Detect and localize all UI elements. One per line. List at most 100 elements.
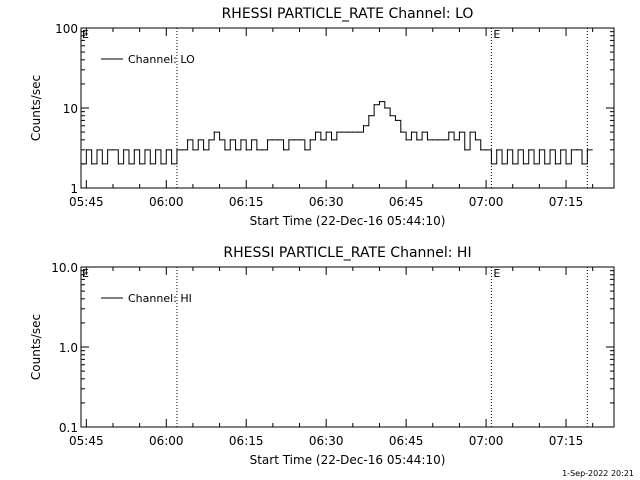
panel-1-data-point bbox=[256, 149, 258, 151]
panel-2-x-tick-label-4: 06:45 bbox=[389, 434, 424, 448]
panel-1-data-point bbox=[485, 149, 487, 151]
panel-1-data-point bbox=[197, 139, 199, 141]
panel-1-data-point bbox=[469, 131, 471, 133]
panel-1-data-point bbox=[144, 149, 146, 151]
panel-1-data-point bbox=[464, 149, 466, 151]
panel-1-data-point bbox=[336, 131, 338, 133]
panel-1-x-axis-label: Start Time (22-Dec-16 05:44:10) bbox=[250, 214, 446, 228]
panel-1-data-point bbox=[218, 139, 221, 141]
panel-1-data-point bbox=[405, 139, 407, 141]
panel-1-data-point bbox=[384, 107, 386, 109]
panel-1-data-point bbox=[586, 149, 588, 151]
footer-timestamp: 1-Sep-2022 20:21 bbox=[562, 469, 634, 478]
panel-1-data-point bbox=[437, 139, 439, 141]
panel-1-legend-label: Channel: LO bbox=[128, 53, 195, 66]
panel-1-x-tick-label-2: 06:15 bbox=[229, 195, 264, 209]
panel-1-data-point bbox=[80, 163, 82, 165]
panel-1-data-point bbox=[117, 163, 119, 165]
panel-1-data-point bbox=[480, 149, 482, 151]
panel-2-x-tick-label-1: 06:00 bbox=[149, 434, 184, 448]
panel-2-x-tick-label-2: 06:15 bbox=[229, 434, 264, 448]
panel-1-x-tick-label-4: 06:45 bbox=[389, 195, 424, 209]
panel-1-data-point bbox=[501, 163, 503, 165]
panel-1-data-point bbox=[432, 139, 434, 141]
panel-1-data-point bbox=[458, 131, 461, 133]
panel-2-x-tick-label-3: 06:30 bbox=[309, 434, 344, 448]
panel-1-data-point bbox=[565, 163, 567, 165]
panel-1-data-point bbox=[389, 115, 391, 117]
panel-1-data-point bbox=[160, 163, 162, 165]
panel-1-data-point bbox=[288, 139, 290, 141]
panel-1-data-point bbox=[298, 139, 301, 141]
panel-1-data-point bbox=[208, 139, 210, 141]
panel-1-data-point bbox=[560, 149, 562, 151]
panel-2-plot-frame bbox=[80, 266, 615, 428]
panel-2-legend-label: Channel: HI bbox=[128, 292, 192, 305]
panel-1-data-point bbox=[576, 149, 578, 151]
panel-1-data-point bbox=[506, 149, 508, 151]
panel-1-data-point bbox=[112, 149, 114, 151]
panel-2-left-marker-label: E bbox=[82, 267, 89, 280]
panel-1-data-point bbox=[240, 139, 242, 141]
panel-1-data-point bbox=[176, 149, 178, 151]
panel-1-data-point bbox=[357, 131, 359, 133]
panel-1-data-point bbox=[416, 139, 418, 141]
panel-1-data-point bbox=[224, 149, 226, 151]
panel-1-data-point bbox=[293, 139, 295, 141]
panel-1-data-point bbox=[442, 139, 445, 141]
panel-1-data-point bbox=[234, 149, 237, 151]
panel-1-data-point bbox=[123, 149, 125, 151]
panel-1-x-tick-label-0: 05:45 bbox=[69, 195, 104, 209]
panel-1-x-tick-label-5: 07:00 bbox=[469, 195, 504, 209]
panel-1-data-point bbox=[304, 149, 306, 151]
panel-1-y-tick-label-1: 10 bbox=[63, 102, 78, 116]
panel-1-data-point bbox=[490, 163, 493, 165]
panel-1-data-point bbox=[261, 149, 263, 151]
panel-1-data-point bbox=[250, 139, 253, 141]
panel-1-data-point bbox=[202, 149, 205, 151]
panel-1-data-point bbox=[474, 139, 477, 141]
panel-1-x-tick-label-3: 06:30 bbox=[309, 195, 344, 209]
panel-1-data-point bbox=[314, 131, 317, 133]
panel-1-data-point bbox=[581, 163, 583, 165]
panel-1-data-point bbox=[544, 163, 546, 165]
panel-1-data-point bbox=[448, 131, 450, 133]
panel-1-data-point bbox=[533, 163, 535, 165]
panel-1-data-point bbox=[128, 163, 130, 165]
panel-1-data-point bbox=[362, 125, 365, 127]
panel-1-data-point bbox=[101, 163, 103, 165]
panel-1-data-point bbox=[213, 131, 215, 133]
panel-1-data-point bbox=[330, 139, 333, 141]
panel-1-series-line-0 bbox=[81, 101, 593, 165]
panel-1-data-point bbox=[522, 163, 524, 165]
panel-1-data-point bbox=[192, 149, 194, 151]
panel-1-data-point bbox=[341, 131, 343, 133]
panel-1-left-marker-label: E bbox=[82, 28, 89, 41]
panel-1-data-point bbox=[352, 131, 354, 133]
panel-1-data-point bbox=[368, 115, 370, 117]
panel-1-data-point bbox=[155, 149, 157, 151]
panel-2-x-tick-label-6: 07:15 bbox=[549, 434, 584, 448]
panel-1-data-point bbox=[187, 139, 189, 141]
panel-1-data-point bbox=[149, 163, 151, 165]
panel-1-data-point bbox=[410, 131, 413, 133]
panel-1-data-point bbox=[517, 149, 519, 151]
panel-1-data-point bbox=[229, 139, 231, 141]
panel-1-data-point bbox=[272, 139, 274, 141]
panel-1-y-axis-label: Counts/sec bbox=[29, 75, 43, 141]
panel-1-event-marker-label-1: E bbox=[493, 28, 500, 41]
panel-1-data-point bbox=[528, 149, 530, 151]
panel-1-data-point bbox=[245, 149, 247, 151]
panel-1-data-point bbox=[133, 149, 135, 151]
panel-2-y-tick-label-0: 0.1 bbox=[59, 421, 78, 435]
panel-1-data-point bbox=[373, 104, 375, 106]
panel-1-data-point bbox=[394, 119, 397, 121]
panel-1-data-point bbox=[570, 149, 572, 151]
panel-1-data-point bbox=[277, 139, 279, 141]
panel-1-data-point bbox=[96, 149, 98, 151]
panel-1-data-point bbox=[107, 149, 109, 151]
panel-1-data-point bbox=[85, 149, 87, 151]
panel-2-chart-title: RHESSI PARTICLE_RATE Channel: HI bbox=[223, 245, 471, 261]
panel-1-data-point bbox=[320, 139, 322, 141]
